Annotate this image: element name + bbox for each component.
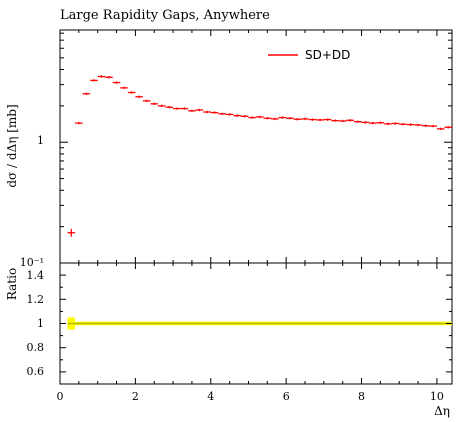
legend-label-sd-dd: SD+DD: [305, 48, 350, 62]
ratio-tick-label-1p4: 1.4: [27, 269, 45, 282]
ratio-band: [67, 317, 453, 330]
legend: SD+DD: [268, 48, 350, 62]
ratio-tick-label-1p2: 1.2: [27, 293, 45, 306]
main-axis-ticks: [59, 30, 452, 264]
ratio-tick-label-0p6: 0.6: [27, 365, 45, 378]
x-tick-label-10: 10: [430, 390, 444, 403]
ratio-y-axis-label: Ratio: [5, 268, 19, 300]
y-axis-label: dσ / dΔη [mb]: [5, 104, 19, 187]
x-tick-label-0: 0: [57, 390, 64, 403]
chart-title: Large Rapidity Gaps, Anywhere: [60, 8, 270, 23]
x-axis-label: Δη: [434, 404, 450, 418]
series-sd-dd: [67, 75, 452, 237]
x-tick-label-4: 4: [207, 390, 214, 403]
x-tick-label-2: 2: [132, 390, 139, 403]
y-tick-label-0p1: 10⁻¹: [20, 256, 44, 269]
ratio-tick-label-1: 1: [37, 317, 44, 330]
ratio-tick-label-0p8: 0.8: [27, 341, 45, 354]
ratio-axis-ticks: [59, 262, 452, 385]
main-plot-frame: [59, 29, 453, 264]
x-tick-label-6: 6: [283, 390, 290, 403]
y-tick-label-1: 1: [37, 134, 44, 147]
x-tick-label-8: 8: [358, 390, 365, 403]
